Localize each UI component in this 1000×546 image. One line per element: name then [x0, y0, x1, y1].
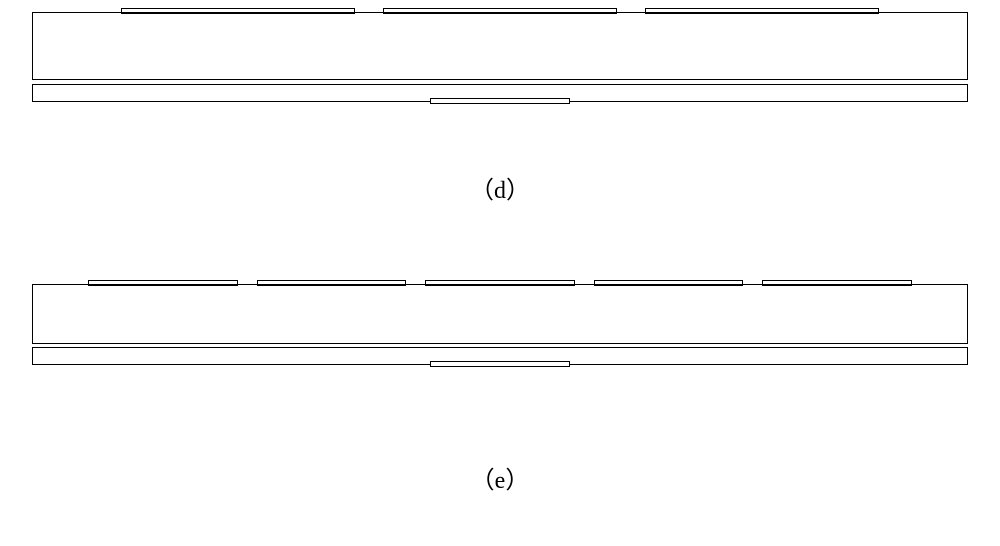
figure-d — [32, 8, 968, 118]
figure-d-body — [32, 12, 968, 80]
figure-e-caption: （e） — [0, 460, 1000, 495]
figure-e-body — [32, 284, 968, 344]
bottom-tab — [430, 98, 570, 104]
figure-d-caption: （d） — [0, 170, 1000, 205]
bottom-tab — [430, 361, 570, 367]
figure-d-stack — [32, 8, 968, 118]
figure-e — [32, 280, 968, 390]
figure-e-stack — [32, 280, 968, 390]
